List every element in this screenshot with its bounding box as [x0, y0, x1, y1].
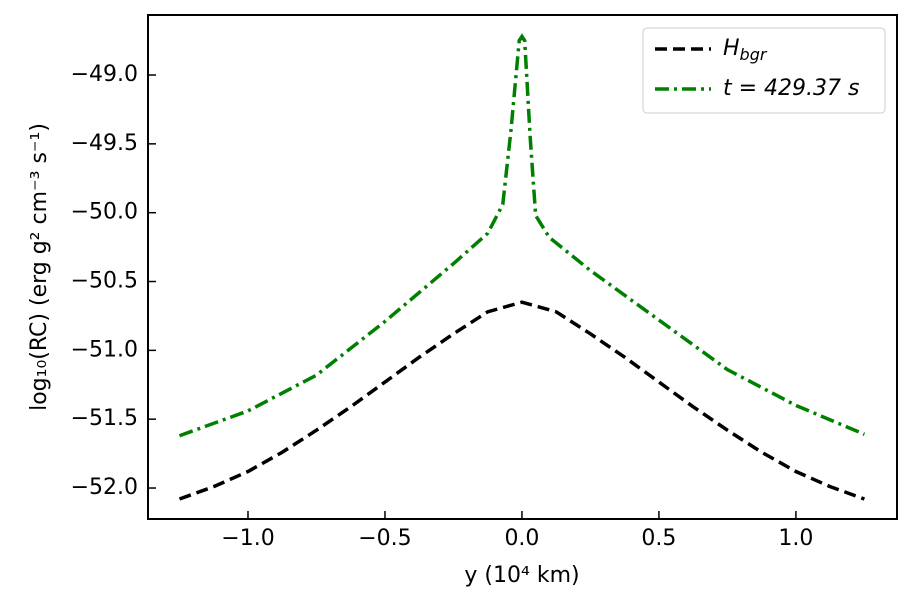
x-tick-label: 0.5 [641, 526, 676, 551]
y-tick-label: −50.0 [71, 200, 138, 225]
x-tick-label: −0.5 [358, 526, 411, 551]
legend-box [642, 27, 886, 114]
legend-label: Hbgr [723, 36, 768, 64]
y-tick-label: −51.0 [71, 337, 138, 362]
x-tick-label: 0.0 [504, 526, 539, 551]
y-tick-label: −52.0 [71, 475, 138, 500]
y-tick-label: −49.0 [71, 62, 138, 87]
plot-frame [147, 14, 898, 520]
x-tick-label: 1.0 [778, 526, 813, 551]
legend-label-sub: bgr [740, 45, 768, 64]
line [178, 33, 866, 438]
y-tick-label: −51.5 [71, 406, 138, 431]
line [178, 300, 865, 501]
x-tick-label: −1.0 [221, 526, 274, 551]
legend-label: t = 429.37 s [723, 76, 859, 101]
legend-label-main: H [723, 36, 740, 61]
x-axis-label: y (10⁴ km) [464, 563, 579, 588]
y-tick-label: −50.5 [71, 269, 138, 294]
y-tick-label: −49.5 [71, 131, 138, 156]
y-axis-label: log₁₀(RC) (erg g² cm⁻³ s⁻¹) [27, 123, 52, 411]
